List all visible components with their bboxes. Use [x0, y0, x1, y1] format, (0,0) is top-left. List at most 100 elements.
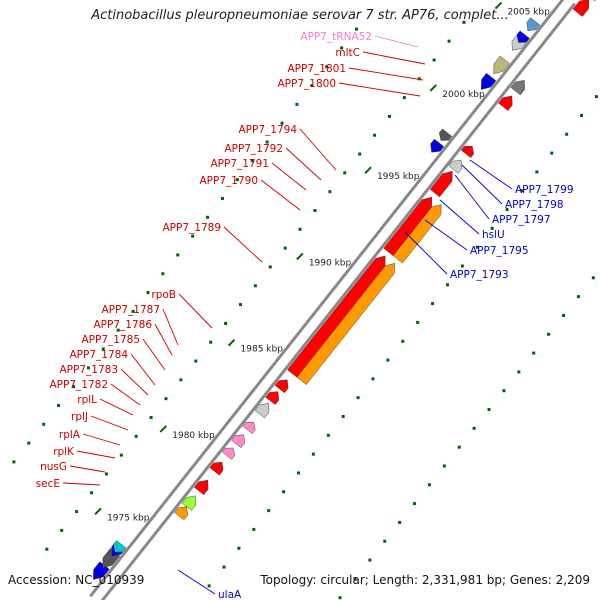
gene-label-left: APP7_1792 — [225, 143, 284, 155]
tick-dot — [447, 39, 451, 43]
tick-dot — [253, 284, 257, 288]
leader-line — [177, 569, 216, 595]
tick-dot — [502, 389, 506, 393]
tick-dot — [27, 441, 31, 445]
tick-dot — [57, 403, 61, 407]
gene-arrow — [296, 263, 395, 385]
gene-arrow — [511, 35, 526, 51]
leader-line — [99, 398, 134, 416]
leader-line — [454, 174, 490, 220]
scale-label: 2005 kbp — [507, 8, 550, 18]
tick-dot — [238, 303, 242, 307]
tick-dot — [341, 415, 345, 419]
gene-shape — [194, 479, 209, 496]
gene-label-right: APP7_1797 — [492, 214, 551, 226]
tick-dot — [431, 302, 435, 306]
tick-dot — [164, 397, 168, 401]
tick-dot — [355, 27, 359, 31]
leader-line — [469, 159, 513, 190]
tick-dot — [427, 483, 431, 487]
tick-dot — [326, 433, 330, 437]
gene-label-left: APP7_1783 — [60, 364, 119, 376]
tick-dot — [237, 546, 241, 550]
tick-dot — [442, 464, 446, 468]
tick-dot — [71, 385, 75, 389]
tick-dot — [562, 313, 566, 317]
tick-dot — [487, 408, 491, 412]
leader-line — [142, 338, 166, 371]
tick-dots-layer — [12, 20, 598, 600]
backbone-line — [89, 0, 565, 598]
gene-arrow — [448, 159, 463, 174]
tick-dot — [313, 209, 317, 213]
tick-dot — [209, 340, 213, 344]
tick-dot — [295, 102, 299, 106]
gene-shape — [439, 128, 453, 141]
tick-dot — [457, 445, 461, 449]
scale-tick — [94, 507, 102, 515]
tick-dot — [310, 84, 314, 88]
gene-arrow — [231, 434, 245, 449]
gene-label-right: ulaA — [218, 589, 242, 600]
tick-dot — [343, 171, 347, 175]
gene-label-left: APP7_tRNA52 — [300, 31, 372, 43]
gene-arrow — [254, 403, 270, 419]
scale-tick — [296, 252, 304, 261]
gene-arrow — [460, 145, 475, 158]
gene-arrow — [222, 447, 236, 460]
gene-arrow — [287, 255, 386, 378]
genome-backbone — [89, 0, 576, 600]
gene-label-right: APP7_1799 — [515, 184, 574, 196]
tick-dot — [101, 347, 105, 351]
leader-line — [424, 219, 468, 251]
gene-label-left: APP7_1800 — [278, 78, 337, 90]
gene-label-left: APP7_1791 — [211, 158, 270, 170]
gene-arrow — [274, 379, 289, 394]
leader-line — [120, 368, 149, 396]
tick-dot — [371, 377, 375, 381]
tick-dot — [191, 234, 195, 238]
tick-dot — [591, 276, 595, 280]
tick-dot — [475, 245, 479, 249]
gene-label-left: APP7_1782 — [50, 379, 109, 391]
gene-shape — [383, 196, 433, 256]
tick-dot — [416, 320, 420, 324]
tick-dot — [194, 359, 198, 363]
leader-line — [338, 82, 421, 97]
tick-dot — [134, 434, 138, 438]
gene-arrow — [526, 17, 541, 31]
leader-line — [162, 308, 179, 346]
tick-dot — [131, 309, 135, 313]
gene-arrow — [194, 479, 209, 496]
scale-tick — [364, 166, 372, 174]
gene-shape — [481, 72, 497, 90]
leader-line — [271, 162, 307, 191]
gene-arrow — [516, 30, 530, 43]
tick-dot — [176, 253, 180, 257]
gene-arrow — [498, 95, 513, 111]
gene-label-left: rplL — [77, 394, 97, 406]
tick-dot — [565, 132, 569, 136]
gene-arrow — [209, 461, 224, 476]
leader-line — [374, 35, 419, 48]
tick-dot — [417, 77, 421, 81]
tick-dot — [12, 460, 16, 464]
tick-dot — [116, 328, 120, 332]
tick-dot — [60, 528, 64, 532]
tick-dot — [146, 291, 150, 295]
leader-line — [439, 199, 480, 235]
tick-dot — [252, 527, 256, 531]
scale-tick — [494, 1, 503, 10]
gene-arrow — [439, 128, 453, 141]
leader-line — [404, 231, 448, 275]
leader-line — [285, 147, 322, 181]
gene-label-left: mltC — [335, 47, 360, 59]
tick-dot — [353, 577, 357, 581]
gene-label-left: rplA — [59, 429, 81, 441]
leader-line — [130, 353, 156, 386]
tick-dot — [297, 471, 301, 475]
gene-arrow — [481, 72, 497, 90]
gene-shape — [265, 391, 280, 405]
gene-shape — [493, 55, 510, 75]
gene-label-left: rpoB — [151, 289, 176, 301]
